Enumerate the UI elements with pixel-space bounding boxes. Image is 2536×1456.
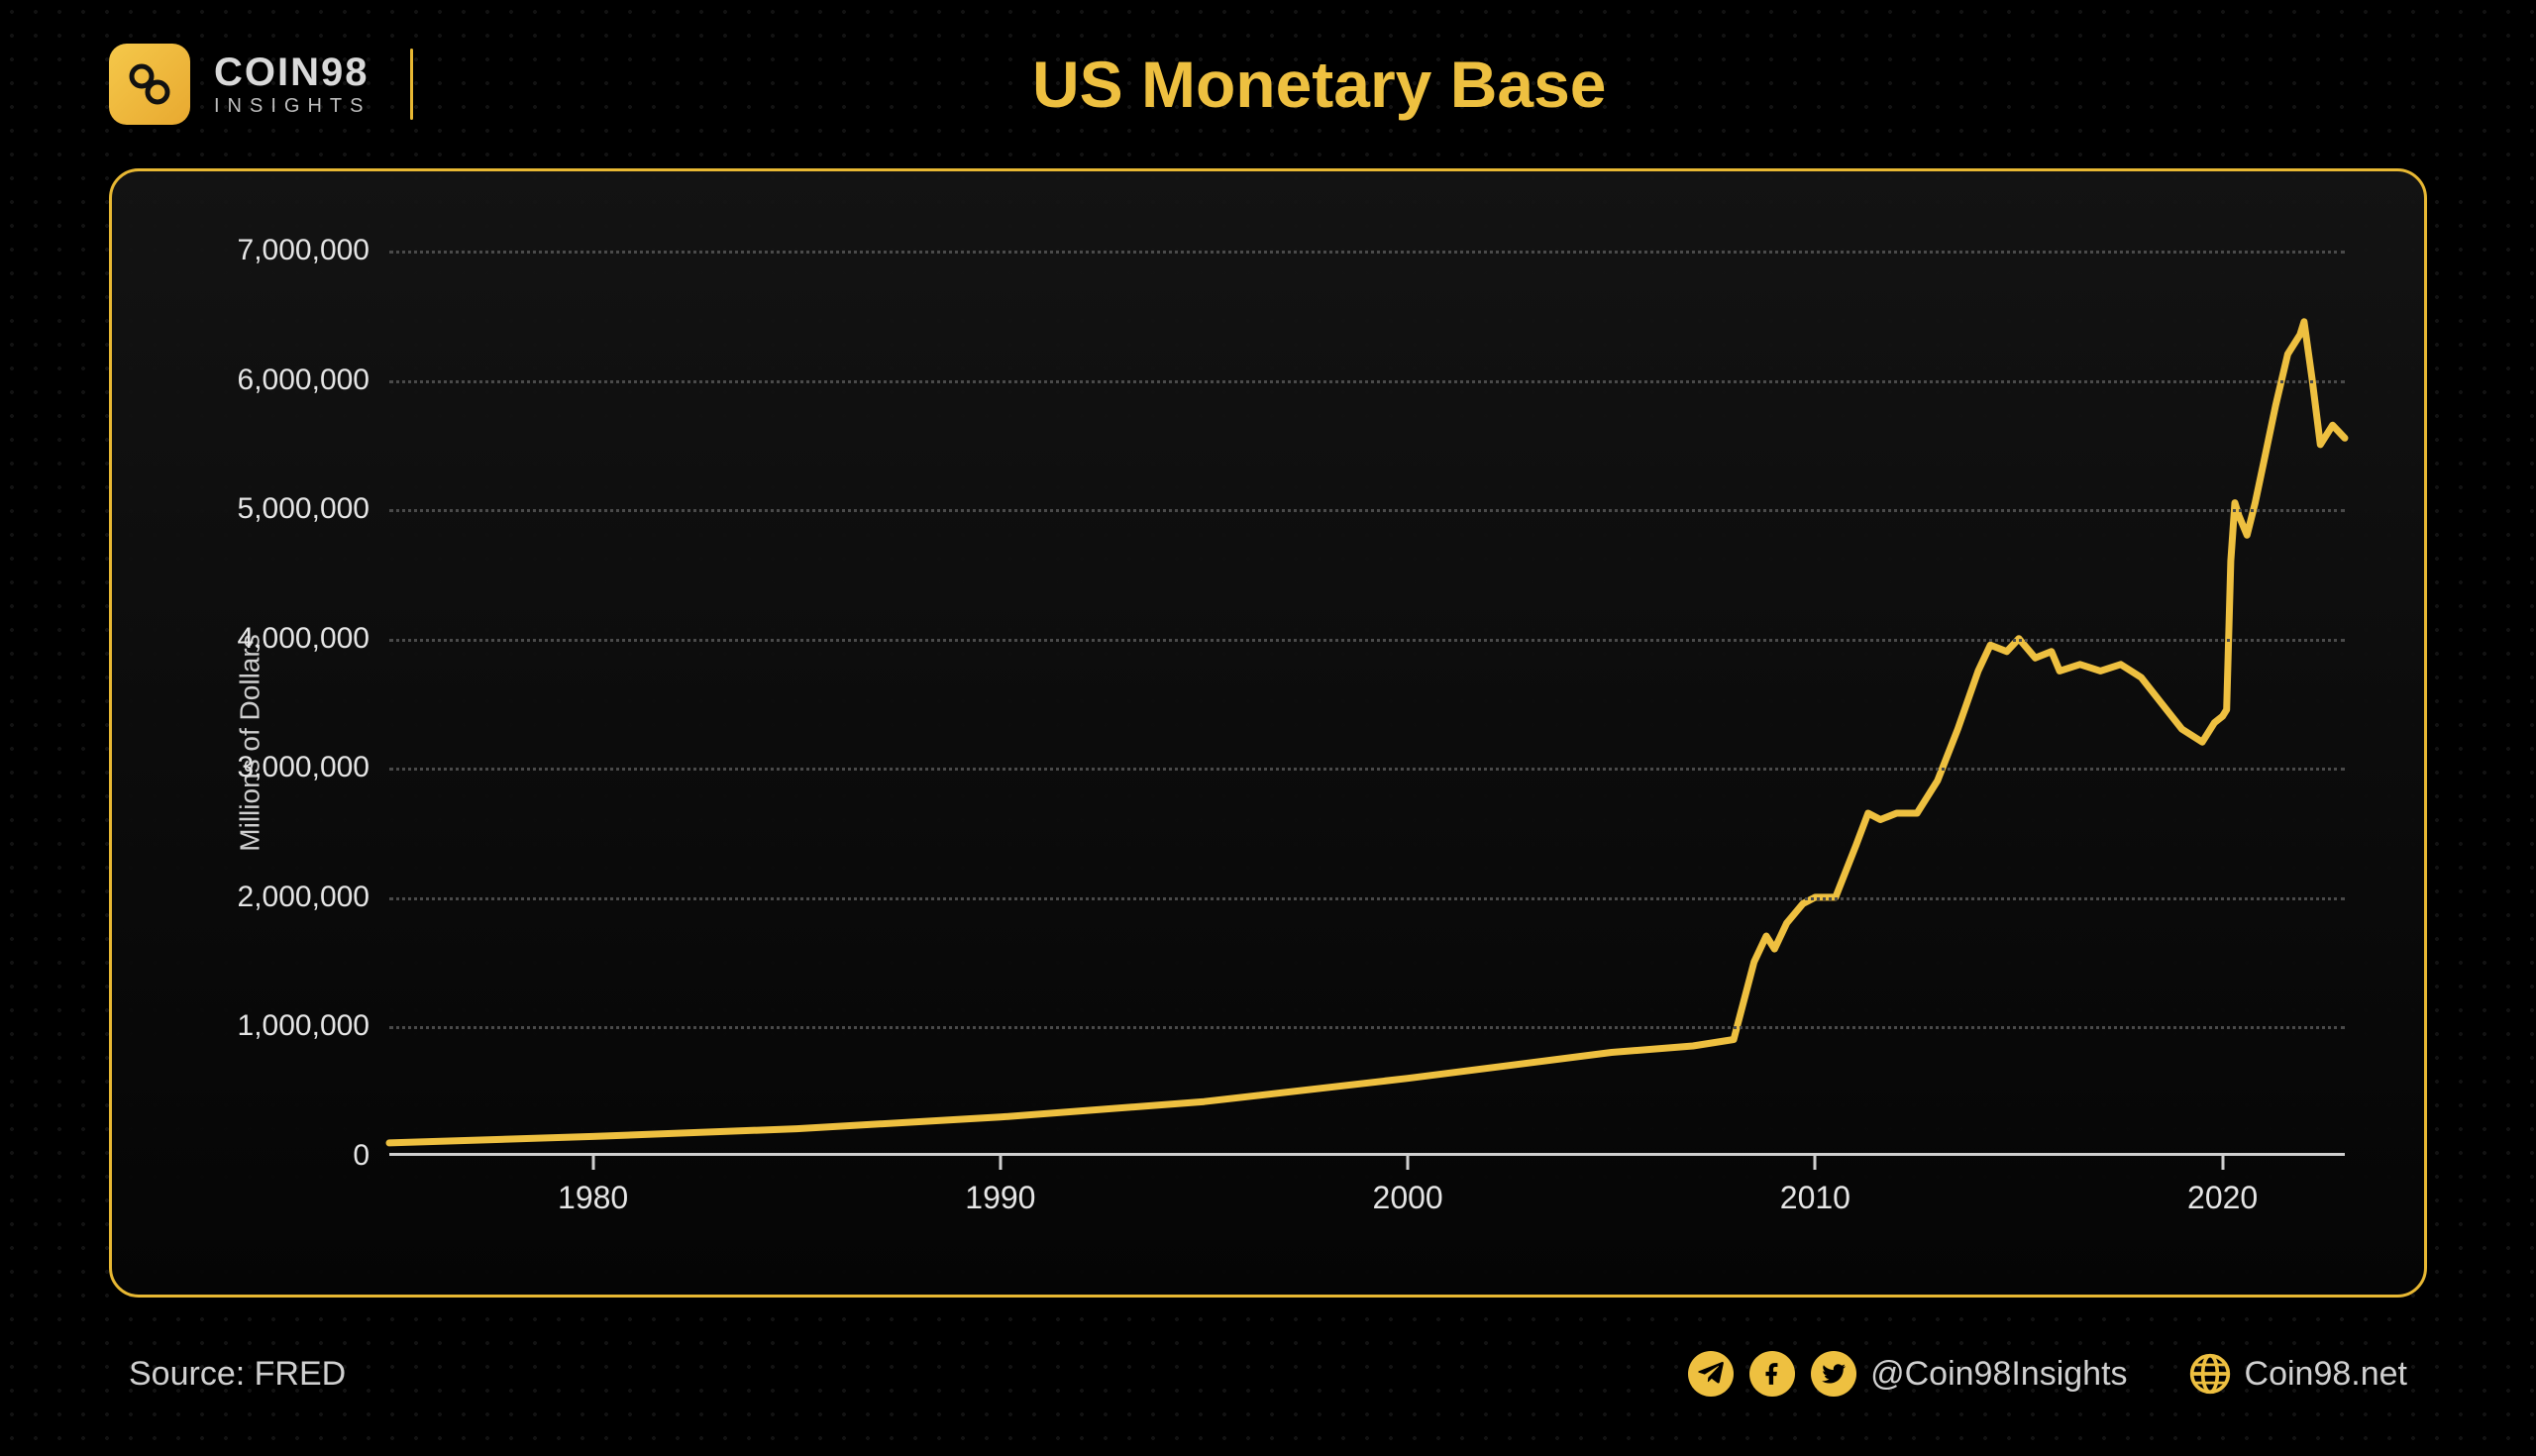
globe-icon[interactable] bbox=[2187, 1351, 2233, 1397]
social-handle: @Coin98Insights bbox=[1870, 1355, 2127, 1394]
site-url: Coin98.net bbox=[2245, 1355, 2407, 1394]
telegram-icon[interactable] bbox=[1688, 1351, 1734, 1397]
header: COIN98 INSIGHTS US Monetary Base bbox=[0, 30, 2536, 139]
y-tick-label: 0 bbox=[353, 1139, 389, 1173]
header-divider bbox=[410, 49, 413, 120]
brand-tagline: INSIGHTS bbox=[214, 96, 370, 116]
grid-line bbox=[389, 509, 2345, 512]
facebook-icon[interactable] bbox=[1749, 1351, 1795, 1397]
y-tick-label: 4,000,000 bbox=[238, 622, 389, 656]
grid-line bbox=[389, 897, 2345, 900]
y-tick-label: 1,000,000 bbox=[238, 1009, 389, 1043]
x-tick-label: 2010 bbox=[1780, 1156, 1850, 1216]
x-tick-label: 1990 bbox=[965, 1156, 1035, 1216]
chart-panel: Millions of Dollars 01,000,0002,000,0003… bbox=[109, 168, 2427, 1298]
y-tick-label: 7,000,000 bbox=[238, 234, 389, 267]
grid-line bbox=[389, 251, 2345, 254]
data-line bbox=[389, 322, 2345, 1143]
brand-logo-icon bbox=[109, 44, 190, 125]
grid-line bbox=[389, 380, 2345, 383]
line-chart-svg bbox=[389, 251, 2345, 1156]
footer: Source: FRED @Coin98Insights Coin98.net bbox=[129, 1351, 2407, 1397]
social-icons bbox=[1688, 1351, 1856, 1397]
brand-name: COIN98 bbox=[214, 52, 370, 92]
grid-line bbox=[389, 1026, 2345, 1029]
grid-line bbox=[389, 639, 2345, 642]
x-tick-label: 2020 bbox=[2187, 1156, 2258, 1216]
twitter-icon[interactable] bbox=[1811, 1351, 1856, 1397]
plot-area: 01,000,0002,000,0003,000,0004,000,0005,0… bbox=[389, 251, 2345, 1156]
x-tick-label: 1980 bbox=[558, 1156, 628, 1216]
source-label: Source: FRED bbox=[129, 1355, 346, 1394]
y-axis-label: Millions of Dollars bbox=[235, 634, 266, 851]
y-tick-label: 6,000,000 bbox=[238, 364, 389, 397]
grid-line bbox=[389, 768, 2345, 771]
y-tick-label: 5,000,000 bbox=[238, 492, 389, 526]
x-tick-label: 2000 bbox=[1373, 1156, 1443, 1216]
y-tick-label: 2,000,000 bbox=[238, 881, 389, 914]
brand-logo-text: COIN98 INSIGHTS bbox=[214, 52, 370, 116]
chart-title: US Monetary Base bbox=[469, 47, 2169, 122]
y-tick-label: 3,000,000 bbox=[238, 751, 389, 784]
